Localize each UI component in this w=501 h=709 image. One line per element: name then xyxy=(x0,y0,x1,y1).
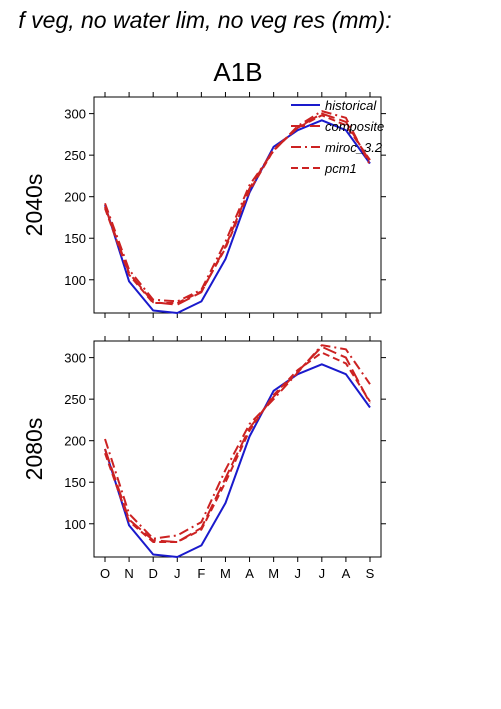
y-tick-label: 250 xyxy=(64,148,86,163)
figure-title: f veg, no water lim, no veg res (mm): xyxy=(18,7,391,33)
x-tick-label: A xyxy=(245,566,254,581)
series-line-composite xyxy=(104,345,371,543)
y-tick-label: 150 xyxy=(64,475,86,490)
x-tick-label: F xyxy=(197,566,205,581)
panel-2040s: 100 150 200 250 300 2040s historical composite m… xyxy=(21,92,386,318)
x-tick-label: M xyxy=(268,566,279,581)
row-label: 2040s xyxy=(21,174,47,237)
series-line-miroc-3-2 xyxy=(104,344,371,540)
x-tick-label: S xyxy=(366,566,375,581)
x-tick-label: J xyxy=(174,566,181,581)
x-tick-label: O xyxy=(100,566,110,581)
y-tick-label: 150 xyxy=(64,231,86,246)
x-tick-label: J xyxy=(319,566,326,581)
series-line-pcm1 xyxy=(104,114,371,304)
series-line-historical xyxy=(104,119,371,314)
legend-label: pcm1 xyxy=(324,161,357,176)
plot-frame xyxy=(93,340,382,558)
x-tick-label: J xyxy=(294,566,301,581)
y-tick-label: 200 xyxy=(64,434,86,449)
legend-label: composite xyxy=(325,119,384,134)
series-line-historical xyxy=(104,363,371,558)
x-tick-label: A xyxy=(342,566,351,581)
series-line-pcm1 xyxy=(104,351,371,543)
x-tick-label: N xyxy=(124,566,133,581)
y-tick-label: 100 xyxy=(64,273,86,288)
series-line-miroc-3-2 xyxy=(104,110,371,303)
plot-frame xyxy=(93,96,382,314)
scenario-title: A1B xyxy=(213,57,262,87)
y-tick-label: 300 xyxy=(64,107,86,122)
x-tick-label: D xyxy=(148,566,157,581)
y-tick-label: 250 xyxy=(64,392,86,407)
legend-label: historical xyxy=(325,98,377,113)
y-tick-label: 200 xyxy=(64,190,86,205)
y-tick-label: 100 xyxy=(64,517,86,532)
row-label: 2080s xyxy=(21,418,47,481)
x-tick-label: M xyxy=(220,566,231,581)
legend-label: miroc_3.2 xyxy=(325,140,383,155)
y-tick-label: 300 xyxy=(64,351,86,366)
